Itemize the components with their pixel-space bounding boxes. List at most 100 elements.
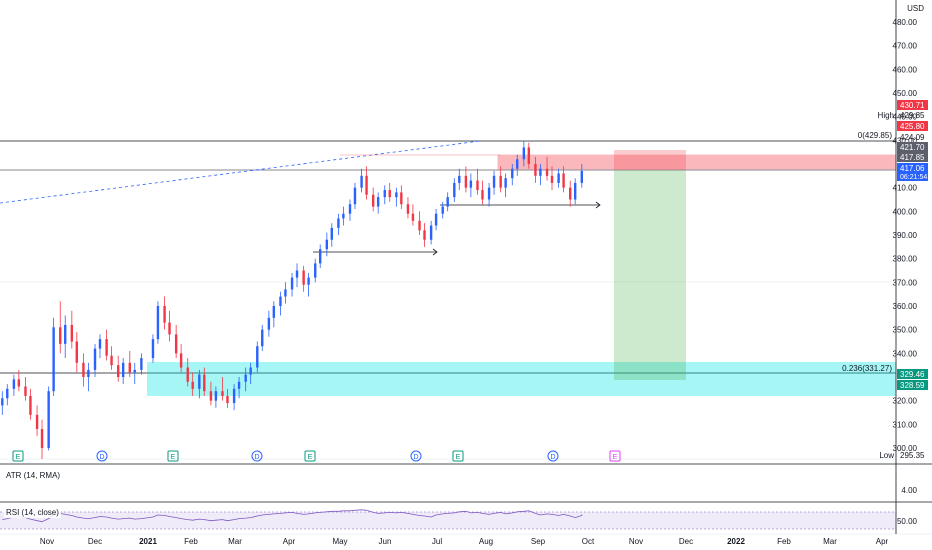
price-tick-label: 340.00 — [893, 349, 918, 358]
candle — [353, 182, 357, 209]
candle — [284, 282, 287, 304]
candle — [6, 384, 9, 406]
time-axis-label: Aug — [479, 537, 493, 546]
candle — [516, 154, 519, 176]
candle — [1, 391, 4, 415]
price-tick-label: 470.00 — [893, 42, 918, 51]
demand-zone[interactable] — [147, 362, 896, 396]
svg-text:06:21:54: 06:21:54 — [900, 174, 927, 181]
candle — [82, 353, 85, 387]
candle — [35, 405, 39, 437]
candle — [550, 166, 554, 191]
price-axis-background — [896, 0, 932, 550]
price-axis-ticks[interactable]: 480.00 470.00 460.00 450.00 440.00 430.00 410.… — [893, 18, 918, 453]
earnings-marker[interactable]: E — [609, 450, 621, 462]
fib-label-0: 0(429.85) — [858, 131, 893, 140]
candle — [383, 185, 386, 205]
candle — [105, 329, 108, 361]
candle — [244, 367, 247, 392]
short-position-risk-zone[interactable] — [614, 150, 686, 170]
svg-text:D: D — [254, 454, 259, 461]
candle — [504, 173, 507, 198]
candle — [539, 164, 542, 186]
candle — [133, 362, 136, 385]
candle — [191, 372, 194, 396]
price-tick-label: 440.00 — [893, 113, 918, 122]
candle — [395, 187, 398, 207]
rsi-indicator-label[interactable]: RSI (14, close) — [4, 507, 61, 518]
price-tag: 417.85 — [897, 152, 928, 162]
rsi-axis-tick: 50.00 — [897, 517, 918, 526]
time-axis-label: Apr — [283, 537, 296, 546]
svg-text:417.85: 417.85 — [900, 153, 925, 162]
short-position-target-zone[interactable] — [614, 170, 686, 380]
price-tick-label: 320.00 — [893, 397, 918, 406]
price-tag: 421.70 — [897, 142, 928, 152]
time-axis[interactable]: Nov Dec 2021 Feb Mar Apr May Jun Jul Aug Sep Oct Nov… — [40, 537, 889, 546]
candle — [272, 301, 276, 328]
candle — [116, 355, 120, 382]
candle — [121, 358, 125, 385]
candle — [249, 362, 252, 385]
candle — [198, 369, 201, 399]
candle — [527, 142, 531, 169]
candle — [469, 173, 473, 198]
price-tick-label: 300.00 — [893, 444, 918, 453]
supply-zone[interactable] — [497, 154, 897, 170]
time-axis-label: 2022 — [727, 537, 745, 546]
dividend-marker[interactable]: D — [410, 450, 422, 462]
candle — [441, 201, 444, 219]
time-axis-label: Nov — [40, 537, 54, 546]
candle — [302, 265, 305, 292]
earnings-marker[interactable]: E — [167, 450, 179, 462]
dividend-marker[interactable]: D — [251, 450, 263, 462]
candle — [458, 168, 461, 191]
atr-indicator-label[interactable]: ATR (14, RMA) — [4, 470, 63, 481]
svg-text:429.85: 429.85 — [900, 111, 925, 120]
candle — [573, 178, 577, 205]
candle — [261, 324, 264, 351]
candle — [24, 377, 27, 401]
earnings-marker[interactable]: E — [304, 450, 316, 462]
svg-text:E: E — [456, 454, 461, 461]
candle — [434, 208, 438, 231]
time-axis-label: Jun — [379, 537, 392, 546]
candle — [453, 178, 456, 202]
ray-arrow-2[interactable] — [440, 201, 601, 209]
candle — [29, 388, 32, 420]
dashed-trendline[interactable] — [0, 140, 481, 204]
candlestick-series — [1, 140, 584, 460]
time-axis-label: May — [332, 537, 347, 546]
candle — [64, 315, 67, 359]
candle — [40, 419, 44, 460]
earnings-marker[interactable]: E — [452, 450, 464, 462]
svg-text:424.09: 424.09 — [900, 133, 925, 142]
candle — [562, 166, 565, 193]
time-axis-label: Oct — [582, 537, 595, 546]
ray-arrow-1[interactable] — [313, 248, 438, 256]
earnings-marker[interactable]: E — [12, 450, 24, 462]
price-tick-label: 430.00 — [893, 136, 918, 145]
fib-label-0236: 0.236(331.27) — [842, 364, 892, 373]
candle — [214, 386, 218, 408]
svg-text:421.70: 421.70 — [900, 143, 925, 152]
time-axis-label: Sep — [531, 537, 546, 546]
candle — [59, 301, 62, 354]
candle — [499, 166, 502, 193]
svg-text:328.59: 328.59 — [900, 381, 925, 390]
candle — [325, 232, 329, 257]
price-tick-label: 410.00 — [893, 184, 918, 193]
dividend-marker[interactable]: D — [547, 450, 559, 462]
candle — [314, 258, 317, 283]
candle — [464, 166, 468, 193]
candle — [186, 358, 189, 387]
svg-text:E: E — [613, 454, 618, 461]
currency-label: USD — [907, 4, 924, 13]
candle — [429, 220, 433, 245]
candle — [557, 168, 560, 188]
candle — [487, 182, 491, 207]
dividend-marker[interactable]: D — [96, 450, 108, 462]
candle — [75, 332, 79, 373]
